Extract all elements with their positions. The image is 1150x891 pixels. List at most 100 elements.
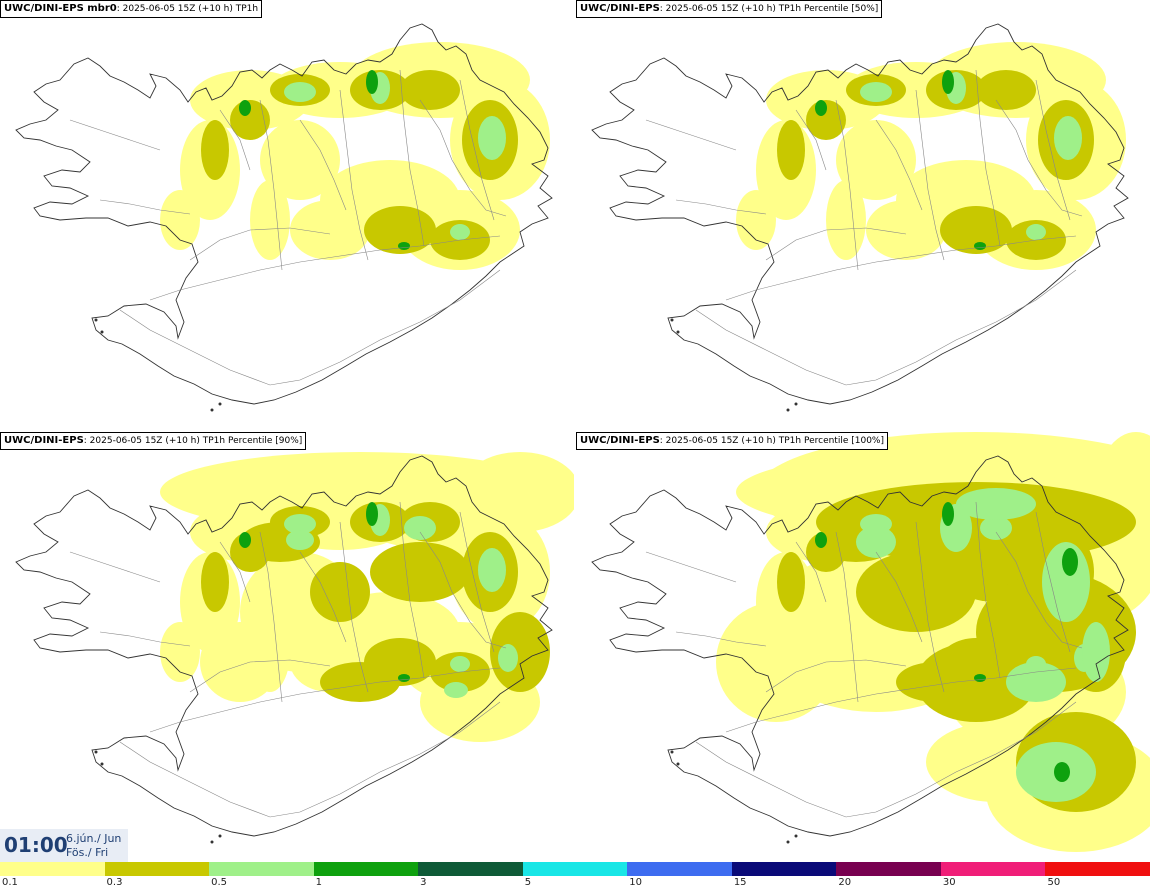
legend-tick-label: 15 xyxy=(733,877,747,888)
precip-area xyxy=(974,674,986,682)
road-line xyxy=(995,99,1083,217)
road-line xyxy=(299,551,347,643)
legend-swatch xyxy=(209,862,314,876)
legend-swatch xyxy=(522,862,628,876)
road-line xyxy=(259,99,283,271)
road-line xyxy=(189,227,331,261)
precip-area xyxy=(364,206,436,254)
precip-area xyxy=(974,242,986,250)
road-line xyxy=(299,119,347,211)
map-panel-p50: UWC/DINI-EPS: 2025-06-05 15Z (+10 h) TP1… xyxy=(576,0,1150,430)
road-line xyxy=(795,541,827,603)
road-line xyxy=(419,99,507,217)
road-line xyxy=(149,235,501,301)
legend-color-bar xyxy=(0,862,1150,876)
precip-area xyxy=(826,180,866,260)
island xyxy=(94,750,98,754)
precip-area xyxy=(856,526,896,558)
valid-time-box: 01:00 6.jún./ Jun Fös./ Fri xyxy=(0,829,128,862)
precip-area xyxy=(478,548,506,592)
precip-area xyxy=(160,622,200,682)
road-line xyxy=(835,531,859,703)
road-line xyxy=(419,531,507,649)
legend-ticks: 0.1 0.3 0.5 1 3 5 10 15 20 30 50 xyxy=(0,877,1150,891)
road-line xyxy=(459,511,495,653)
island xyxy=(676,762,680,766)
precip-area xyxy=(980,516,1012,540)
island xyxy=(210,840,214,844)
precip-area xyxy=(398,242,410,250)
precip-area xyxy=(400,70,460,110)
precip-area xyxy=(286,530,314,550)
panel-title: UWC/DINI-EPS: 2025-06-05 15Z (+10 h) TP1… xyxy=(576,432,888,450)
island xyxy=(786,840,790,844)
road-line xyxy=(875,119,923,211)
legend-tick-label: 20 xyxy=(838,877,852,888)
road-line xyxy=(725,235,1077,301)
legend-swatch xyxy=(940,862,1046,876)
precip-area xyxy=(290,200,370,260)
precip-area xyxy=(239,532,251,548)
precip-area xyxy=(200,622,280,702)
precip-area xyxy=(450,224,470,240)
road-line xyxy=(219,541,251,603)
precipitation-map xyxy=(15,452,574,844)
valid-date-line2: Fös./ Fri xyxy=(66,846,109,859)
precip-area xyxy=(976,70,1036,110)
island xyxy=(676,330,680,334)
island xyxy=(100,330,104,334)
legend-swatch xyxy=(418,862,523,876)
precip-area xyxy=(916,642,1036,722)
precip-area xyxy=(239,100,251,116)
precip-area xyxy=(836,120,916,200)
road-line xyxy=(675,199,767,215)
road-line xyxy=(259,531,283,703)
road-line xyxy=(1035,79,1071,221)
precip-area xyxy=(956,488,1036,520)
precip-area xyxy=(777,552,805,612)
precipitation-map xyxy=(15,23,553,412)
precip-area xyxy=(460,452,574,532)
precip-area xyxy=(716,602,836,722)
legend-swatch xyxy=(104,862,210,876)
road-line xyxy=(765,659,907,693)
precip-area xyxy=(201,120,229,180)
precip-area xyxy=(284,514,316,534)
precip-area xyxy=(160,190,200,250)
panel-title: UWC/DINI-EPS: 2025-06-05 15Z (+10 h) TP1… xyxy=(0,432,307,450)
coastline xyxy=(15,455,553,837)
road-line xyxy=(339,89,369,261)
legend-swatch xyxy=(731,862,837,876)
precip-area xyxy=(940,206,1012,254)
legend-swatch xyxy=(1045,862,1150,876)
road-line xyxy=(99,631,191,647)
legend-tick-label: 0.1 xyxy=(2,877,18,888)
island xyxy=(670,750,674,754)
panel-title: UWC/DINI-EPS: 2025-06-05 15Z (+10 h) TP1… xyxy=(576,0,883,18)
legend-tick-label: 3 xyxy=(420,877,427,888)
legend-swatch xyxy=(313,862,419,876)
road-line xyxy=(915,521,945,693)
precip-area xyxy=(860,82,892,102)
legend-tick-label: 50 xyxy=(1047,877,1061,888)
precipitation-map xyxy=(591,23,1129,412)
road-line xyxy=(339,521,369,693)
precip-area xyxy=(736,190,776,250)
road-line xyxy=(399,69,425,247)
island xyxy=(794,402,798,406)
precip-area xyxy=(250,180,290,260)
precip-area xyxy=(404,516,436,540)
map-panel-mbr0: UWC/DINI-EPS mbr0: 2025-06-05 15Z (+10 h… xyxy=(0,0,574,430)
road-line xyxy=(119,701,501,818)
coastline xyxy=(591,23,1129,405)
precip-area xyxy=(444,682,468,698)
road-line xyxy=(69,119,161,151)
road-line xyxy=(875,551,923,643)
road-line xyxy=(695,269,1077,386)
coastline xyxy=(15,23,553,405)
island xyxy=(218,402,222,406)
precip-area xyxy=(942,70,954,94)
road-line xyxy=(725,667,1077,733)
precip-area xyxy=(284,82,316,102)
precipitation-map xyxy=(591,432,1150,852)
